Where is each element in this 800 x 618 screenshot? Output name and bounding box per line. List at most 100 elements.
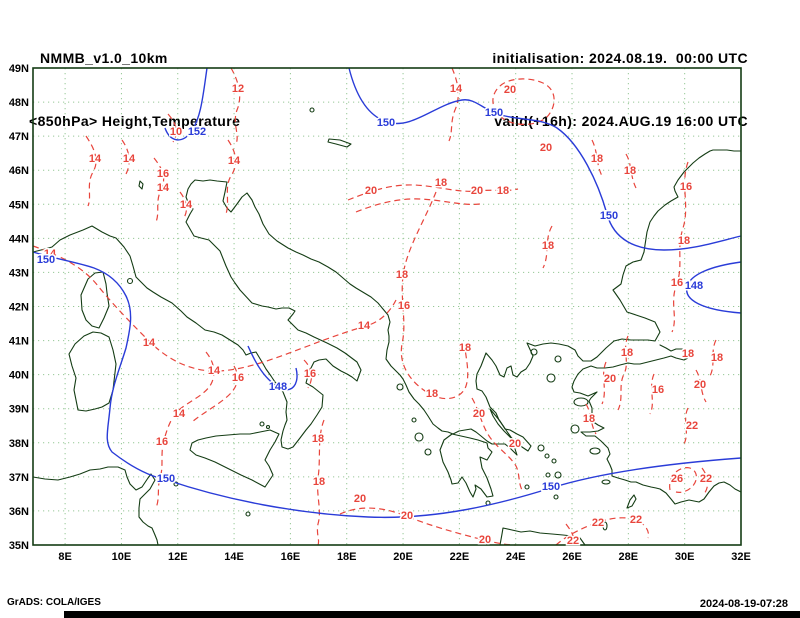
temperature-contour-label: 20 — [473, 408, 485, 420]
temperature-contour-line — [153, 157, 165, 223]
y-axis-tick-label: 43N — [9, 267, 29, 279]
temperature-contours — [32, 67, 717, 546]
temperature-contour-line — [471, 397, 523, 491]
temperature-contour-line — [339, 507, 517, 546]
y-axis-tick-label: 44N — [9, 233, 29, 245]
map-frame — [32, 67, 742, 546]
y-axis-tick-label: 46N — [9, 165, 29, 177]
coastline-euboea — [489, 408, 532, 452]
temperature-contour-label: 16 — [157, 168, 169, 180]
temperature-contour-label: 10 — [170, 126, 182, 138]
y-axis-tick-label: 36N — [9, 506, 29, 518]
island-outline — [424, 448, 432, 456]
temperature-contour-line — [492, 78, 555, 125]
coastline-anatolia — [571, 344, 742, 505]
temperature-contour-line — [347, 184, 519, 201]
temperature-contour-label: 20 — [354, 493, 366, 505]
island-outline — [259, 421, 265, 427]
height-contour-label: 150 — [542, 481, 560, 493]
temperature-contour-label: 16 — [156, 436, 168, 448]
x-axis-tick-label: 20E — [393, 551, 413, 563]
creation-timestamp: 2024-08-19-07:28 — [699, 598, 788, 610]
temperature-contour-label: 16 — [652, 384, 664, 396]
axis-tick-labels: 8E 10E 12E 14E 16E 18E 20E 22E 24E 26E 28E 30E 32E 35… — [9, 63, 751, 563]
temperature-contour-line — [400, 191, 469, 400]
temperature-contour-label: 14 — [157, 182, 170, 194]
temperature-contour-line — [695, 369, 707, 403]
island-outline — [546, 373, 556, 383]
island-outlines — [126, 107, 611, 531]
height-contour-line — [348, 67, 742, 251]
temperature-contour-label: 14 — [143, 337, 156, 349]
height-contour-label: 150 — [377, 117, 395, 129]
temperature-contour-line — [671, 161, 689, 333]
temperature-contour-line — [191, 365, 239, 423]
temperature-contour-line — [167, 113, 177, 143]
y-axis-tick-label: 47N — [9, 131, 29, 143]
temperature-contour-label: 14 — [358, 320, 371, 332]
height-contour-label: 150 — [485, 107, 503, 119]
island-outline — [570, 424, 580, 434]
island-outline — [553, 494, 559, 500]
temperature-contour-line — [316, 419, 325, 546]
island-outline — [411, 417, 417, 423]
temperature-contour-label: 16 — [398, 300, 410, 312]
x-axis-tick-label: 28E — [619, 551, 639, 563]
temperature-contour-line — [617, 335, 629, 411]
temperature-contour-line — [601, 361, 607, 405]
temperature-contour-label: 18 — [312, 433, 324, 445]
height-contour-line — [247, 345, 298, 391]
coastline-peloponnese — [439, 433, 494, 498]
island-outline — [573, 397, 589, 407]
temperature-contour-label: 16 — [304, 368, 316, 380]
height-contour-line — [686, 261, 742, 314]
temperature-contour-line — [649, 373, 655, 415]
temperature-contour-line — [225, 139, 237, 215]
temperature-contour-label: 20 — [694, 379, 706, 391]
temperature-contour-label: 20 — [471, 185, 483, 197]
temperature-contour-label: 14 — [180, 199, 193, 211]
height-contour-label: 150 — [600, 210, 618, 222]
island-outline — [554, 471, 562, 479]
temperature-contour-label: 20 — [504, 84, 516, 96]
island-outline — [524, 484, 530, 490]
y-axis-tick-label: 45N — [9, 199, 29, 211]
island-outline — [601, 479, 611, 485]
temperature-contour-label: 18 — [313, 476, 325, 488]
y-axis-tick-label: 38N — [9, 438, 29, 450]
header-left: NMMB_v1.0_10km <850hPa> Height,Temperatu… — [29, 6, 240, 174]
height-contour-label: 150 — [37, 254, 55, 266]
y-axis-tick-label: 48N — [9, 97, 29, 109]
temperature-contour-label: 16 — [680, 181, 692, 193]
init-time: initialisation: 2024.08.19. 00:00 UTC — [492, 50, 748, 66]
x-axis-tick-label: 18E — [337, 551, 357, 563]
temperature-contour-label: 22 — [567, 535, 579, 547]
temperature-contour-label: 18 — [497, 185, 509, 197]
height-contour-label: 148 — [685, 280, 703, 292]
temperature-contour-label: 14 — [450, 83, 463, 95]
island-outline — [396, 383, 404, 391]
temperature-contour-label: 18 — [542, 240, 554, 252]
coastline-corsica — [80, 271, 110, 329]
temperature-contour-label: 18 — [624, 165, 636, 177]
temperature-contour-label: 14 — [228, 155, 241, 167]
island-outline — [544, 453, 550, 459]
temperature-contour-label: 20 — [540, 142, 552, 154]
model-name: NMMB_v1.0_10km — [40, 50, 168, 66]
island-outline — [309, 107, 315, 113]
temperature-contour-label: 20 — [401, 510, 413, 522]
temperature-contour-label: 12 — [232, 83, 244, 95]
coastline-sicily — [189, 429, 280, 488]
x-axis-tick-label: 24E — [506, 551, 526, 563]
temperature-contour-line — [709, 339, 717, 377]
island-outline — [545, 472, 551, 478]
grads-credit: GrADS: COLA/IGES — [7, 597, 101, 608]
temperature-contour-line — [121, 139, 130, 175]
temperature-contour-line — [669, 467, 697, 493]
product-title: <850hPa> Height,Temperature — [29, 113, 241, 129]
temperature-contour-label: 18 — [426, 388, 438, 400]
coastline-rhodes — [626, 494, 637, 509]
temperature-contour-label: 20 — [365, 185, 377, 197]
temperature-contour-label: 18 — [583, 413, 595, 425]
